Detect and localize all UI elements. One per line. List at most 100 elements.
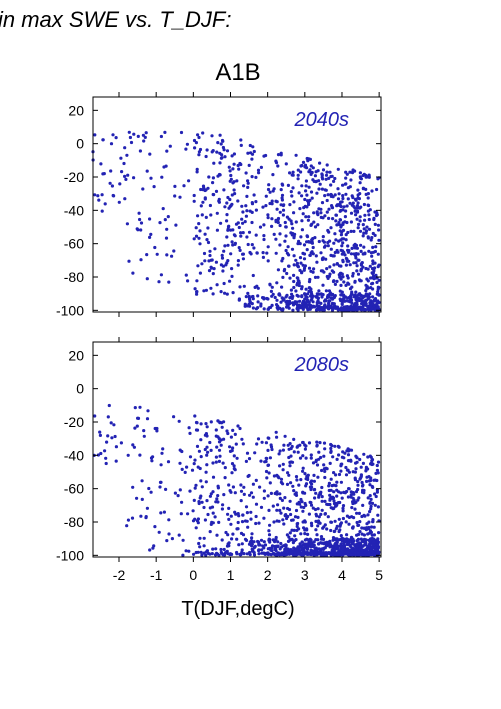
- data-point: [137, 211, 141, 215]
- data-point: [371, 287, 375, 291]
- data-point: [236, 424, 240, 428]
- data-point: [315, 304, 319, 308]
- data-point: [344, 283, 348, 287]
- data-point: [338, 275, 342, 279]
- data-point: [204, 288, 208, 292]
- data-point: [192, 462, 196, 466]
- data-point: [251, 495, 255, 499]
- data-point: [153, 525, 157, 529]
- data-point: [207, 269, 212, 273]
- data-point: [231, 167, 235, 171]
- data-point: [281, 462, 285, 466]
- data-point: [266, 259, 270, 263]
- data-point: [273, 547, 277, 552]
- data-point: [365, 292, 369, 296]
- data-point: [320, 495, 324, 499]
- data-point: [107, 403, 111, 408]
- data-point: [131, 271, 135, 275]
- data-point: [209, 420, 213, 424]
- data-point: [164, 236, 169, 240]
- data-point: [367, 551, 371, 555]
- data-point: [222, 148, 226, 152]
- data-point: [335, 480, 339, 484]
- data-point: [316, 524, 320, 528]
- data-point: [267, 537, 271, 541]
- data-point: [118, 182, 122, 186]
- data-point: [329, 477, 333, 481]
- data-point: [327, 551, 331, 555]
- data-point: [319, 215, 323, 219]
- data-point: [297, 191, 301, 195]
- data-point: [301, 160, 306, 164]
- data-point: [309, 487, 313, 492]
- data-point: [195, 170, 199, 174]
- data-point: [303, 204, 307, 208]
- data-point: [353, 507, 357, 511]
- data-point: [287, 535, 291, 539]
- data-point: [328, 305, 332, 309]
- data-point: [320, 201, 325, 205]
- panel-2080s: 200-20-40-60-80-100 -2 -1 0 1 2 3 4 5 2080s: [56, 337, 383, 583]
- data-point: [370, 458, 375, 462]
- data-point: [355, 511, 359, 515]
- data-point: [297, 483, 301, 487]
- data-point: [281, 482, 285, 486]
- data-point: [350, 246, 354, 250]
- data-point: [303, 197, 307, 202]
- data-point: [317, 547, 321, 551]
- data-point: [300, 219, 304, 223]
- data-point: [361, 234, 365, 238]
- data-point: [231, 243, 235, 247]
- data-point: [329, 520, 333, 524]
- data-point: [248, 299, 252, 303]
- data-point: [307, 266, 312, 270]
- data-point: [208, 506, 212, 510]
- data-point: [315, 260, 319, 264]
- data-point: [198, 545, 202, 549]
- data-point: [372, 540, 376, 544]
- data-point: [179, 130, 184, 135]
- data-point: [342, 280, 346, 284]
- data-point: [347, 515, 351, 520]
- data-point: [345, 550, 349, 554]
- data-point: [231, 532, 235, 536]
- data-point: [119, 441, 123, 445]
- data-point: [326, 228, 330, 233]
- data-point: [319, 512, 323, 517]
- data-point: [255, 442, 259, 446]
- data-point: [281, 307, 285, 311]
- data-point: [196, 264, 200, 268]
- data-point: [290, 537, 294, 542]
- data-point: [230, 462, 235, 466]
- data-point: [290, 194, 294, 198]
- data-point: [303, 447, 307, 451]
- data-point: [375, 468, 379, 472]
- data-point: [262, 223, 266, 227]
- data-point: [281, 468, 285, 472]
- data-point: [238, 553, 242, 557]
- data-point: [307, 240, 311, 244]
- data-point: [131, 443, 135, 447]
- data-point: [346, 468, 350, 472]
- data-point: [313, 507, 318, 512]
- data-point: [166, 215, 170, 219]
- data-point: [307, 185, 311, 189]
- data-point: [283, 496, 287, 500]
- data-point: [205, 463, 209, 467]
- data-point: [284, 543, 288, 547]
- data-point: [139, 228, 143, 232]
- data-point: [266, 448, 270, 452]
- data-point: [302, 304, 306, 308]
- data-point: [338, 500, 342, 505]
- panel-label-2040s: 2040s: [294, 109, 350, 131]
- data-point: [280, 259, 284, 263]
- data-point: [362, 295, 366, 299]
- data-point: [319, 207, 323, 211]
- data-point: [314, 491, 318, 495]
- data-point: [309, 503, 314, 507]
- data-point: [187, 179, 191, 183]
- data-point: [298, 306, 302, 310]
- data-point: [341, 275, 345, 279]
- data-point: [274, 251, 278, 255]
- data-point: [322, 441, 327, 445]
